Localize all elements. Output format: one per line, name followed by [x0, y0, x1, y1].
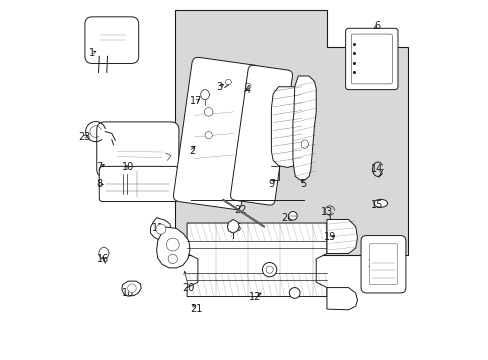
- Circle shape: [204, 108, 212, 116]
- Text: 15: 15: [370, 200, 383, 210]
- Ellipse shape: [373, 199, 387, 207]
- Polygon shape: [227, 220, 239, 233]
- Polygon shape: [326, 288, 357, 310]
- Text: 7: 7: [96, 162, 102, 172]
- FancyBboxPatch shape: [345, 28, 397, 90]
- Circle shape: [156, 224, 165, 234]
- Polygon shape: [150, 218, 171, 240]
- Circle shape: [127, 284, 136, 293]
- Polygon shape: [156, 226, 190, 268]
- Text: 26: 26: [281, 213, 293, 222]
- Circle shape: [262, 262, 276, 277]
- Text: 5: 5: [300, 179, 306, 189]
- FancyBboxPatch shape: [97, 122, 179, 177]
- Text: 13: 13: [320, 207, 332, 217]
- Text: 12: 12: [248, 292, 261, 302]
- FancyBboxPatch shape: [99, 166, 178, 202]
- Circle shape: [289, 288, 300, 298]
- Text: 14: 14: [370, 164, 383, 174]
- Polygon shape: [326, 220, 357, 253]
- Text: 10: 10: [122, 162, 134, 172]
- Text: 25: 25: [229, 224, 241, 233]
- FancyBboxPatch shape: [230, 65, 292, 205]
- Polygon shape: [122, 281, 141, 296]
- Text: 17: 17: [189, 96, 202, 106]
- Circle shape: [168, 254, 177, 264]
- FancyBboxPatch shape: [173, 57, 260, 210]
- Text: 3: 3: [216, 82, 222, 92]
- Circle shape: [204, 132, 212, 139]
- Text: 6: 6: [373, 21, 380, 31]
- Circle shape: [265, 266, 273, 273]
- Text: 11: 11: [152, 224, 164, 233]
- FancyBboxPatch shape: [85, 17, 139, 63]
- Text: 1: 1: [89, 48, 95, 58]
- Circle shape: [288, 212, 297, 220]
- Text: 20: 20: [183, 283, 195, 293]
- FancyBboxPatch shape: [368, 244, 397, 285]
- Text: 24: 24: [366, 259, 379, 269]
- Polygon shape: [271, 87, 303, 167]
- Polygon shape: [292, 76, 316, 180]
- Text: 9: 9: [268, 179, 274, 189]
- Polygon shape: [187, 223, 326, 297]
- FancyBboxPatch shape: [351, 34, 391, 84]
- Circle shape: [166, 238, 179, 251]
- Polygon shape: [174, 10, 407, 255]
- Text: 16: 16: [97, 254, 109, 264]
- Text: 2: 2: [189, 146, 195, 156]
- Text: 21: 21: [189, 304, 202, 314]
- Text: 22: 22: [234, 206, 246, 216]
- Text: 8: 8: [96, 179, 102, 189]
- FancyBboxPatch shape: [360, 235, 405, 293]
- Text: 23: 23: [79, 132, 91, 142]
- Text: 4: 4: [244, 85, 251, 95]
- Text: 18: 18: [122, 288, 134, 298]
- Text: 19: 19: [324, 232, 336, 242]
